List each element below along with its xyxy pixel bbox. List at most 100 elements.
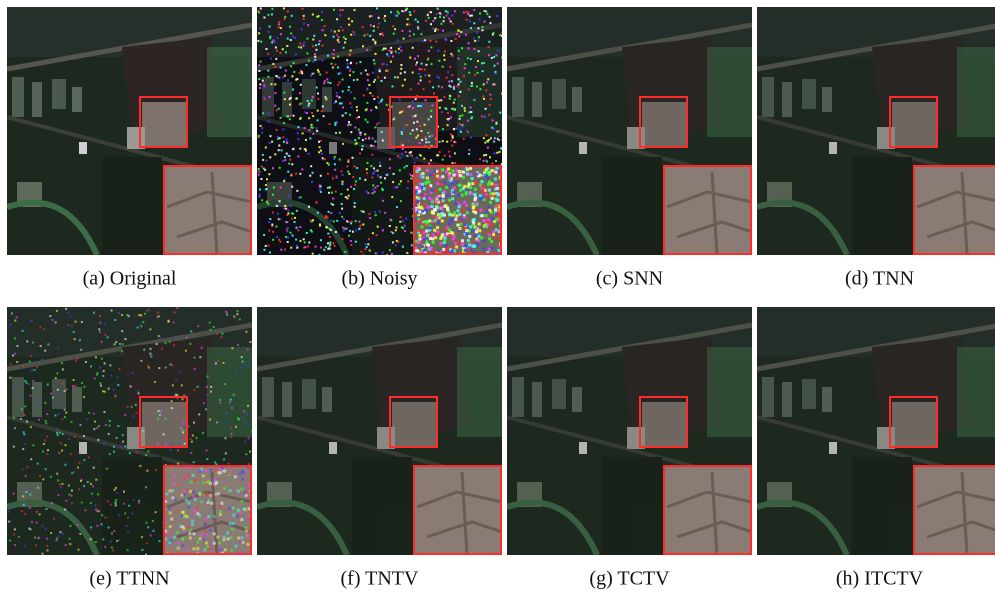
noise-dot [401,10,403,12]
noise-dot [342,181,344,183]
noise-dot [438,100,440,102]
noise-dot [259,189,261,191]
noise-dot [317,69,319,71]
noise-dot [307,100,309,102]
noise-dot [323,115,325,117]
noise-dot [424,136,426,138]
noise-dot [52,397,54,399]
noise-dot [64,509,66,511]
noise-dot [325,98,327,100]
inset-noise [222,538,225,541]
inset-noise [219,513,222,516]
inset-noise [215,493,218,496]
noise-dot [478,27,480,29]
noise-dot [73,379,75,381]
noise-dot [381,32,383,34]
inset-noise [495,228,498,231]
noise-dot [445,10,447,12]
noise-dot [432,28,434,30]
noise-dot [412,72,414,74]
noise-dot [400,50,402,52]
noise-dot [334,102,336,104]
inset-noise [470,192,473,195]
noise-dot [420,155,422,157]
noise-dot [199,356,201,358]
noise-dot [338,30,340,32]
inset-noise [456,224,459,227]
noise-dot [114,319,116,321]
noise-dot [490,22,492,24]
noise-dot [468,153,470,155]
noise-dot [325,96,327,98]
noise-dot [370,24,372,26]
noise-dot [408,24,410,26]
noise-dot [461,47,463,49]
noise-dot [374,211,376,213]
noise-dot [57,389,59,391]
noise-dot [231,347,233,349]
inset-noise [474,234,477,237]
noise-dot [278,149,280,151]
noise-dot [454,109,456,111]
noise-dot [315,246,317,248]
inset-noise [422,176,425,179]
noise-dot [392,55,394,57]
noise-dot [278,21,280,23]
inset-noise [469,173,472,176]
noise-dot [415,98,417,100]
noise-dot [352,231,354,233]
noise-dot [372,188,374,190]
inset-noise [491,197,494,200]
noise-dot [316,202,318,204]
noise-dot [375,214,377,216]
noise-dot [300,240,302,242]
inset-noise [425,241,428,244]
noise-dot [390,52,392,54]
noise-dot [416,128,418,130]
noise-dot [365,69,367,71]
noise-dot [372,184,374,186]
noise-dot [30,370,32,372]
noise-dot [421,68,423,70]
noise-dot [117,425,119,427]
noise-dot [439,141,441,143]
noise-dot [400,64,402,66]
noise-dot [435,41,437,43]
noise-dot [431,135,433,137]
noise-dot [90,538,92,540]
noise-dot [29,494,31,496]
noise-dot [389,219,391,221]
noise-dot [308,105,310,107]
noise-dot [279,218,281,220]
noise-dot [337,39,339,41]
noise-dot [38,419,40,421]
noise-dot [47,550,49,552]
noise-dot [432,86,434,88]
inset-noise [421,183,424,186]
noise-dot [482,26,484,28]
noise-dot [284,18,286,20]
inset-noise [497,211,500,214]
noise-dot [185,350,187,352]
inset-noise [465,229,468,232]
noise-dot [362,254,364,256]
noise-dot [192,435,194,437]
noise-dot [233,316,235,318]
inset-noise [196,541,199,544]
noise-dot [263,86,265,88]
noise-dot [122,434,124,436]
inset-noise [170,518,173,521]
noise-dot [432,20,434,22]
inset-noise [439,214,442,217]
noise-dot [292,89,294,91]
noise-dot [450,139,452,141]
noise-dot [45,468,47,470]
noise-dot [361,148,363,150]
noise-dot [311,100,313,102]
inset-noise [462,171,465,174]
inset-noise [442,248,445,251]
noise-dot [105,517,107,519]
inset-noise [196,547,199,550]
inset-noise [187,474,190,477]
noise-dot [287,79,289,81]
